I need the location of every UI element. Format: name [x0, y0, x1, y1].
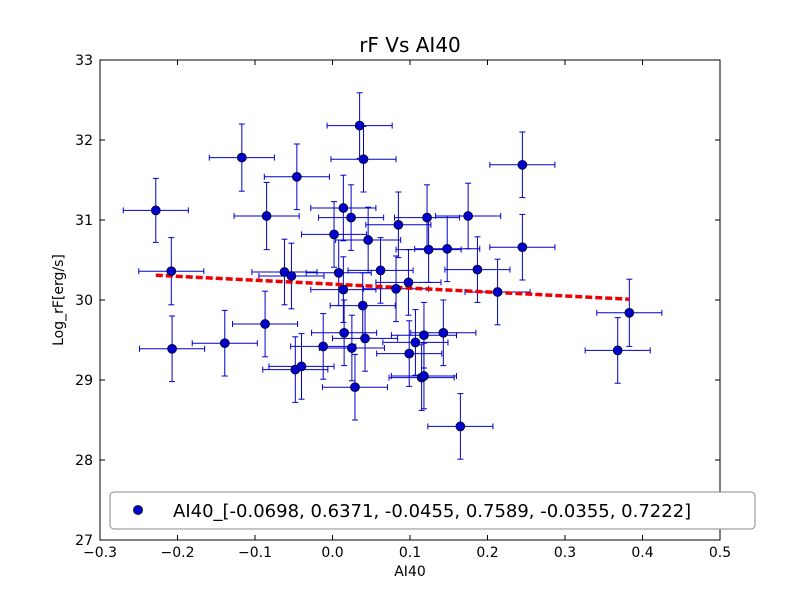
data-point	[261, 211, 272, 221]
x-tick-label: 0.2	[476, 545, 498, 561]
y-tick-label: 27	[75, 533, 93, 549]
data-point	[260, 319, 270, 329]
data-point	[219, 338, 230, 349]
data-point	[296, 361, 307, 372]
data-point	[438, 327, 449, 338]
x-tick-label: 0.0	[321, 545, 343, 561]
data-points	[150, 120, 635, 432]
legend-label: AI40_[-0.0698, 0.6371, -0.0455, 0.7589, …	[173, 501, 691, 522]
y-tick-label: 29	[75, 373, 93, 389]
data-point	[624, 307, 635, 318]
y-tick-label: 28	[75, 453, 93, 469]
data-point	[333, 267, 344, 278]
data-point	[150, 205, 161, 216]
data-point	[612, 345, 623, 356]
data-point	[391, 283, 401, 294]
y-tick-labels: 27 28 29 30 31 32 33	[75, 53, 93, 549]
x-tick-label: 0.1	[399, 545, 421, 561]
data-point	[236, 152, 247, 163]
data-point	[363, 235, 373, 245]
data-point	[517, 159, 528, 170]
data-point	[422, 212, 432, 223]
data-point	[354, 120, 365, 131]
data-point	[423, 244, 434, 255]
legend-box	[109, 491, 756, 530]
data-point	[492, 287, 503, 297]
x-tick-labels: −0.3 −0.2 −0.1 0.0 0.1 0.2 0.3 0.4 0.5	[83, 545, 731, 561]
x-tick-label: 0.4	[631, 545, 653, 561]
data-point	[393, 219, 404, 230]
y-tick-label: 30	[75, 293, 93, 309]
x-tick-label: −0.3	[83, 545, 117, 561]
data-point	[338, 203, 349, 213]
data-point	[329, 229, 339, 240]
data-point	[419, 330, 429, 341]
axis-ticks	[99, 59, 721, 541]
data-point	[166, 266, 177, 277]
data-point	[517, 242, 528, 253]
data-point	[339, 327, 349, 338]
data-point	[442, 243, 453, 254]
data-point	[350, 382, 360, 393]
data-point	[455, 421, 466, 432]
data-point	[375, 265, 386, 276]
data-point	[472, 264, 483, 275]
data-point	[357, 300, 368, 311]
x-tick-label: −0.1	[238, 545, 272, 561]
x-tick-label: 0.3	[554, 545, 576, 561]
data-point	[318, 341, 329, 352]
x-tick-label: −0.2	[161, 545, 195, 561]
data-point	[403, 277, 414, 288]
data-point	[463, 211, 473, 221]
x-tick-label: 0.5	[709, 545, 731, 561]
y-tick-label: 31	[75, 213, 93, 229]
x-axis-label: AI40	[394, 564, 426, 580]
data-point	[338, 284, 349, 295]
y-axis-label: Log_rF[erg/s]	[51, 254, 67, 346]
data-point	[346, 212, 356, 223]
data-point	[292, 171, 302, 182]
data-point	[419, 371, 429, 381]
data-point	[360, 333, 370, 344]
data-point	[410, 337, 421, 348]
chart-title: rF Vs AI40	[359, 33, 461, 57]
legend-marker	[133, 505, 143, 515]
data-point	[358, 154, 369, 165]
data-point	[404, 348, 415, 359]
fit-line	[155, 273, 630, 301]
y-tick-label: 32	[75, 133, 93, 149]
legend: AI40_[-0.0698, 0.6371, -0.0455, 0.7589, …	[109, 491, 756, 530]
data-point	[347, 343, 357, 353]
data-point	[286, 271, 297, 281]
data-point	[167, 343, 177, 354]
fit-line-group	[155, 273, 630, 301]
y-tick-label: 33	[75, 53, 93, 69]
